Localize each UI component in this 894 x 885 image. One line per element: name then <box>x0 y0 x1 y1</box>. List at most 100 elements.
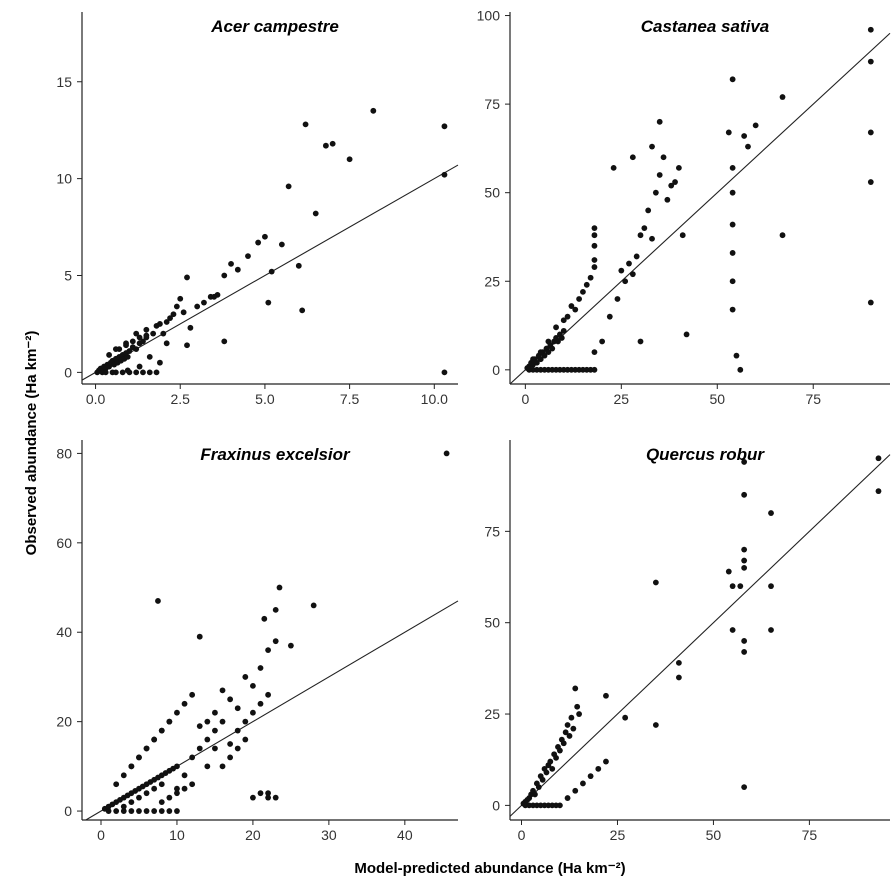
data-point <box>729 76 736 83</box>
data-point <box>568 714 575 721</box>
data-point <box>136 363 143 370</box>
data-point <box>649 235 655 242</box>
data-point <box>741 638 748 644</box>
data-point <box>136 334 143 341</box>
x-tick-label: 0 <box>97 827 105 843</box>
data-point <box>163 340 170 347</box>
x-tick-label: 0 <box>518 827 526 843</box>
panel-title: Quercus robur <box>646 445 765 464</box>
data-point <box>729 278 736 285</box>
data-point <box>295 262 302 269</box>
data-point <box>276 584 283 591</box>
data-point <box>576 296 582 302</box>
data-point <box>741 557 748 564</box>
data-point <box>875 455 882 462</box>
data-point <box>591 225 598 232</box>
data-point <box>564 722 571 728</box>
data-point <box>299 307 306 314</box>
data-point <box>136 794 142 801</box>
data-point <box>123 340 129 347</box>
global-x-axis-label: Model-predicted abundance (Ha km⁻²) <box>354 860 625 877</box>
data-point <box>184 274 190 281</box>
data-point <box>158 781 165 788</box>
data-point <box>143 326 150 333</box>
data-point <box>618 267 625 274</box>
data-point <box>741 564 748 571</box>
data-point <box>441 171 448 178</box>
data-point <box>572 685 579 692</box>
data-point <box>729 627 736 633</box>
data-point <box>265 299 272 306</box>
data-point <box>189 691 196 698</box>
data-point <box>537 349 544 356</box>
data-point <box>227 754 234 761</box>
data-point <box>102 369 109 376</box>
data-point <box>194 303 201 310</box>
data-point <box>675 164 682 171</box>
data-point <box>227 741 234 747</box>
data-point <box>221 338 228 345</box>
data-point <box>560 740 567 747</box>
y-tick-label: 50 <box>484 615 500 631</box>
data-point <box>151 785 158 792</box>
x-tick-label: 25 <box>614 391 630 407</box>
data-point <box>219 763 226 770</box>
data-point <box>683 331 690 338</box>
data-point <box>737 583 744 590</box>
x-tick-label: 10 <box>169 827 185 843</box>
x-tick-label: 75 <box>805 391 821 407</box>
data-point <box>867 129 874 136</box>
data-point <box>668 182 675 189</box>
data-point <box>136 754 142 761</box>
data-point <box>652 579 659 586</box>
x-tick-label: 50 <box>706 827 722 843</box>
data-point <box>568 303 575 309</box>
data-point <box>637 232 644 239</box>
data-point <box>441 123 448 130</box>
data-point <box>745 143 751 150</box>
data-point <box>278 241 285 248</box>
data-point <box>322 142 329 149</box>
data-point <box>555 338 561 345</box>
data-point <box>768 510 774 516</box>
data-point <box>591 264 598 270</box>
data-point <box>204 718 211 725</box>
data-point <box>167 315 173 322</box>
data-point <box>622 714 629 721</box>
x-tick-label: 75 <box>802 827 818 843</box>
data-point <box>262 233 268 240</box>
data-point <box>204 736 211 743</box>
data-point <box>150 330 157 337</box>
data-point <box>532 791 538 798</box>
data-point <box>346 156 353 163</box>
data-point <box>533 359 540 366</box>
data-point <box>549 765 556 772</box>
data-point <box>580 288 586 295</box>
data-point <box>181 700 188 707</box>
data-point <box>196 723 203 730</box>
data-point <box>234 705 241 712</box>
data-point <box>626 260 632 267</box>
data-point <box>211 293 218 300</box>
x-tick-label: 5.0 <box>255 391 275 407</box>
data-point <box>153 369 160 376</box>
x-tick-label: 50 <box>709 391 725 407</box>
data-point <box>133 369 140 376</box>
data-point <box>124 353 131 360</box>
data-point <box>151 736 158 743</box>
data-point <box>733 352 740 359</box>
data-point <box>649 143 655 150</box>
data-point <box>113 781 120 788</box>
panel-title: Fraxinus excelsior <box>200 445 351 464</box>
data-point <box>124 367 131 374</box>
data-point <box>302 121 309 128</box>
data-point <box>547 758 554 765</box>
data-point <box>153 322 160 329</box>
data-point <box>591 366 598 373</box>
data-point <box>729 221 736 228</box>
data-point <box>312 210 319 217</box>
data-point <box>614 296 621 302</box>
data-point <box>146 353 153 360</box>
data-point <box>641 225 648 232</box>
data-point <box>741 649 748 655</box>
